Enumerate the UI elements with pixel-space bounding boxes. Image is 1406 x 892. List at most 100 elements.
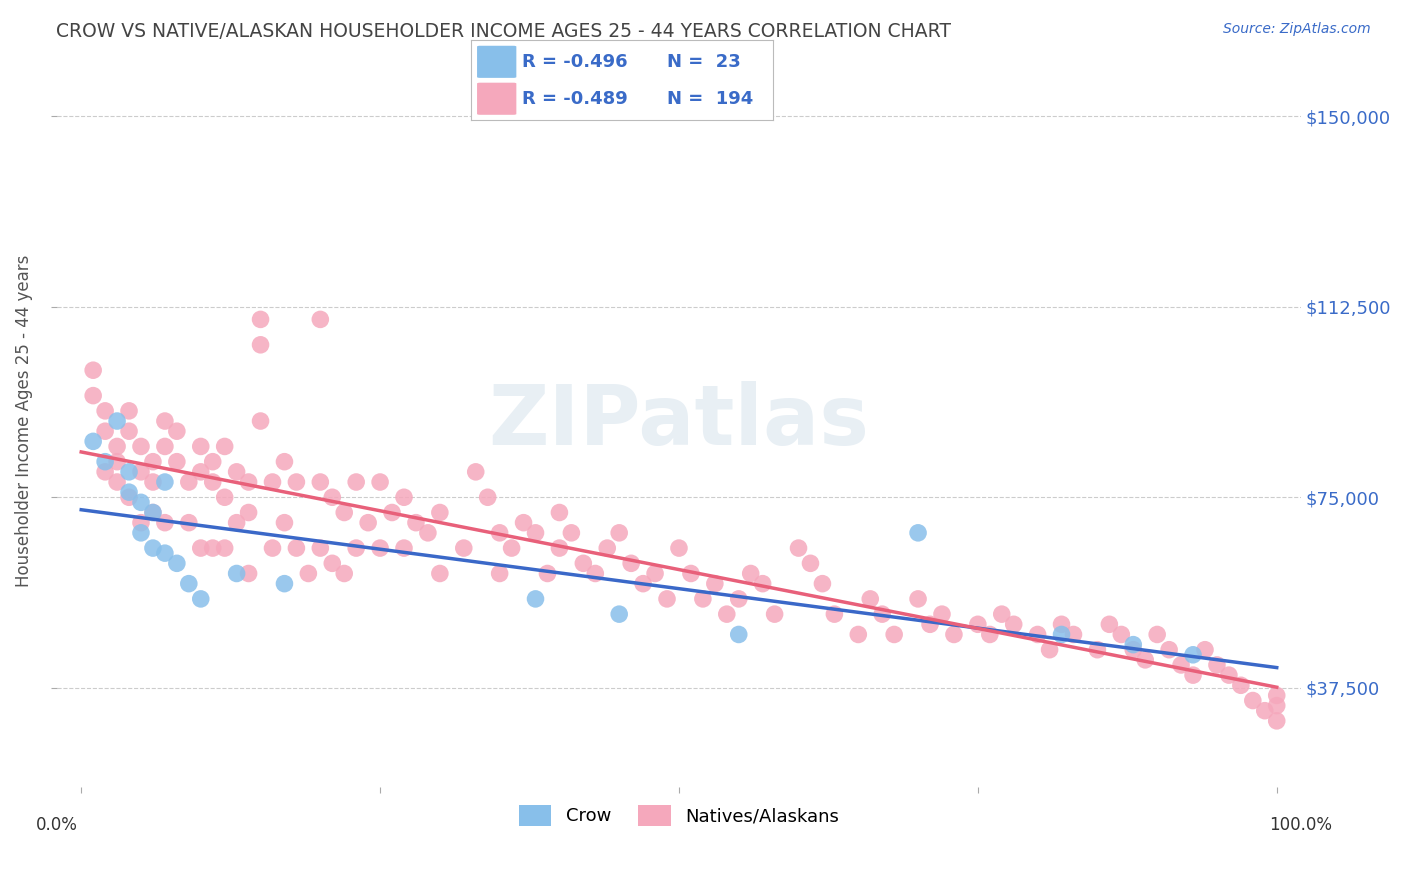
Point — [118, 485, 141, 500]
Point — [321, 490, 343, 504]
Point — [357, 516, 380, 530]
Point — [118, 404, 141, 418]
Y-axis label: Householder Income Ages 25 - 44 years: Householder Income Ages 25 - 44 years — [15, 255, 32, 587]
Point — [1039, 642, 1062, 657]
Point — [166, 455, 188, 469]
Point — [94, 424, 117, 438]
Point — [679, 566, 702, 581]
Point — [607, 607, 630, 622]
Point — [620, 557, 643, 571]
Point — [118, 424, 141, 438]
Point — [859, 591, 882, 606]
Point — [309, 475, 332, 489]
Point — [716, 607, 738, 622]
Point — [501, 541, 523, 555]
Point — [225, 516, 247, 530]
Point — [129, 516, 152, 530]
Point — [823, 607, 845, 622]
Point — [201, 541, 224, 555]
Point — [1265, 714, 1288, 728]
Point — [1002, 617, 1025, 632]
Point — [1206, 657, 1229, 672]
Point — [524, 525, 547, 540]
Point — [787, 541, 810, 555]
Point — [214, 490, 236, 504]
Point — [870, 607, 893, 622]
Text: N =  194: N = 194 — [668, 90, 754, 108]
Point — [142, 506, 165, 520]
Point — [751, 576, 773, 591]
Point — [249, 312, 271, 326]
Point — [572, 557, 595, 571]
Point — [142, 541, 165, 555]
Point — [225, 566, 247, 581]
Point — [907, 525, 929, 540]
Point — [583, 566, 606, 581]
Point — [153, 439, 176, 453]
Point — [942, 627, 965, 641]
Point — [273, 455, 295, 469]
Point — [129, 439, 152, 453]
Point — [344, 475, 367, 489]
Point — [190, 439, 212, 453]
Point — [129, 465, 152, 479]
Text: 0.0%: 0.0% — [37, 816, 79, 834]
Point — [285, 475, 308, 489]
Point — [1182, 668, 1205, 682]
Point — [177, 576, 200, 591]
Point — [990, 607, 1012, 622]
Point — [453, 541, 475, 555]
Point — [333, 506, 356, 520]
Point — [214, 541, 236, 555]
Point — [262, 541, 284, 555]
Point — [548, 541, 571, 555]
Point — [190, 541, 212, 555]
Point — [166, 557, 188, 571]
Point — [285, 541, 308, 555]
Point — [1098, 617, 1121, 632]
Point — [201, 475, 224, 489]
Point — [166, 424, 188, 438]
Point — [262, 475, 284, 489]
Point — [536, 566, 558, 581]
Point — [655, 591, 678, 606]
Point — [416, 525, 439, 540]
Point — [105, 475, 128, 489]
Point — [405, 516, 427, 530]
FancyBboxPatch shape — [477, 45, 516, 78]
Point — [381, 506, 404, 520]
Point — [249, 338, 271, 352]
Point — [225, 465, 247, 479]
Point — [153, 546, 176, 560]
Point — [488, 566, 510, 581]
Point — [105, 414, 128, 428]
Text: R = -0.496: R = -0.496 — [523, 53, 628, 70]
Point — [883, 627, 905, 641]
Point — [512, 516, 534, 530]
Point — [727, 591, 749, 606]
Point — [1182, 648, 1205, 662]
Point — [129, 495, 152, 509]
Point — [309, 312, 332, 326]
Point — [105, 439, 128, 453]
Point — [214, 439, 236, 453]
Point — [238, 566, 260, 581]
Point — [644, 566, 666, 581]
Point — [931, 607, 953, 622]
Point — [1218, 668, 1240, 682]
Point — [1170, 657, 1192, 672]
Point — [392, 541, 415, 555]
Point — [1063, 627, 1085, 641]
Point — [190, 465, 212, 479]
Point — [1265, 698, 1288, 713]
Point — [118, 490, 141, 504]
Point — [607, 525, 630, 540]
Point — [1026, 627, 1049, 641]
Point — [344, 541, 367, 555]
Point — [1050, 617, 1073, 632]
Point — [273, 516, 295, 530]
Point — [1146, 627, 1168, 641]
Point — [703, 576, 725, 591]
Text: N =  23: N = 23 — [668, 53, 741, 70]
Point — [177, 516, 200, 530]
